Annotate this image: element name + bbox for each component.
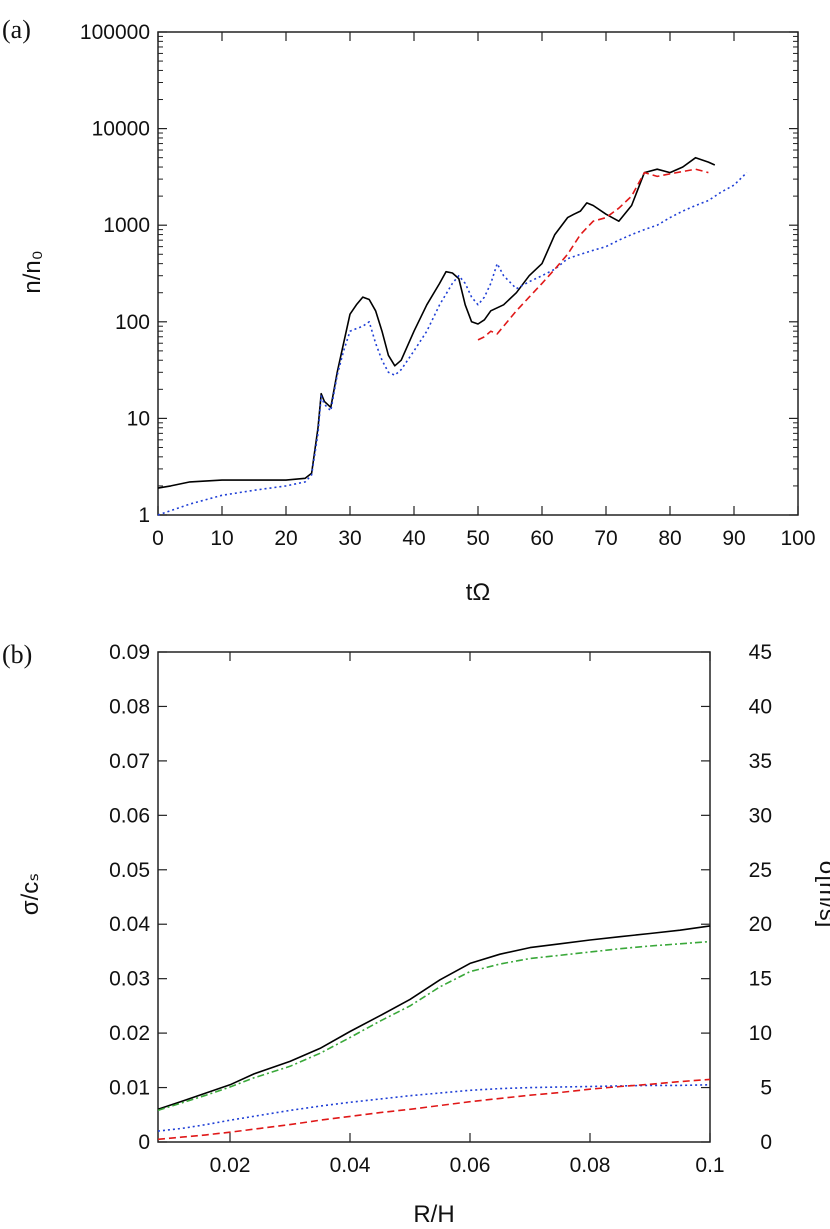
panel-a-label: (a)	[2, 15, 31, 44]
panel-a: (a) 0 10 20 30 40 50 60 70 80 90 10011010010001000…	[2, 15, 816, 606]
y-tick-label: 0.08	[109, 695, 150, 718]
y-tick-label: 0.06	[109, 804, 150, 827]
series-line-3	[157, 1084, 711, 1132]
right-y-tick-label: 5	[760, 1077, 772, 1100]
y-tick-label: 10000	[92, 118, 150, 141]
right-y-tick-label: 45	[749, 641, 772, 664]
right-y-tick-label: 40	[749, 695, 772, 718]
y-tick-label: 0.09	[109, 641, 150, 664]
y-tick-label: 0.04	[109, 913, 150, 936]
y-tick-label: 10	[127, 407, 150, 430]
x-tick-label: 90	[722, 527, 745, 550]
y-tick-label: 0.01	[109, 1077, 150, 1100]
x-tick-label: 70	[594, 527, 617, 550]
right-y-tick-label: 10	[749, 1022, 772, 1045]
panel-b-ticks: 0.02 0.04 0.06 0.08 0.1 0 0.01 0.02 0.03 0.04 0.05…	[109, 641, 772, 1177]
panel-a-ticks: 0 10 20 30 40 50 60 70 80 90 100110100100010000100…	[80, 21, 816, 550]
panel-a-plot-frame	[157, 31, 799, 516]
right-y-tick-label: 15	[749, 968, 772, 991]
x-tick-label: 80	[658, 527, 681, 550]
right-y-tick-label: 30	[749, 804, 772, 827]
x-tick-label: 100	[780, 527, 815, 550]
x-tick-label: 50	[466, 527, 489, 550]
panel-b-label: (b)	[2, 640, 32, 669]
right-y-tick-label: 25	[749, 859, 772, 882]
panel-a-x-axis-label: tΩ	[466, 579, 491, 606]
y-tick-label: 1000	[103, 214, 150, 237]
series-line-1	[157, 156, 716, 489]
x-tick-label: 0.08	[570, 1154, 611, 1177]
right-y-tick-label: 20	[749, 913, 772, 936]
x-tick-label: 60	[530, 527, 553, 550]
y-tick-label: 0.03	[109, 968, 150, 991]
x-tick-label: 10	[210, 527, 233, 550]
panel-b-y-axis-label: σ/cₛ	[17, 873, 44, 915]
series-line-4	[157, 1078, 711, 1141]
series-line-2	[157, 172, 748, 516]
x-tick-label: 40	[402, 527, 425, 550]
y-tick-label: 0.05	[109, 859, 150, 882]
panel-b: (b) 0.02 0.04 0.06 0.08 0.1 0 0.01 0.02 0.03 0.04…	[2, 640, 830, 1228]
panel-b-series	[157, 925, 711, 1141]
x-tick-label: 0.04	[330, 1154, 371, 1177]
series-line-1	[157, 925, 711, 1111]
y-tick-label: 1	[138, 504, 150, 527]
x-tick-label: 0.06	[450, 1154, 491, 1177]
y-tick-label: 100000	[80, 21, 150, 44]
right-y-tick-label: 35	[749, 750, 772, 773]
x-tick-label: 0	[152, 527, 164, 550]
y-tick-label: 0	[138, 1131, 150, 1154]
panel-b-x-axis-label: R/H	[413, 1201, 454, 1228]
x-tick-label: 0.1	[695, 1154, 724, 1177]
right-y-tick-label: 0	[760, 1131, 772, 1154]
panel-b-plot-frame	[157, 651, 711, 1143]
panel-a-y-axis-label: n/n₀	[19, 250, 46, 293]
x-tick-label: 30	[338, 527, 361, 550]
series-line-2	[157, 940, 711, 1112]
x-tick-label: 0.02	[210, 1154, 251, 1177]
panel-b-right-y-axis-label: σ[m/s]	[814, 861, 830, 928]
panel-a-series	[157, 156, 748, 516]
y-tick-label: 0.02	[109, 1022, 150, 1045]
series-line-3	[477, 168, 709, 341]
y-tick-label: 100	[115, 311, 150, 334]
y-tick-label: 0.07	[109, 750, 150, 773]
x-tick-label: 20	[274, 527, 297, 550]
